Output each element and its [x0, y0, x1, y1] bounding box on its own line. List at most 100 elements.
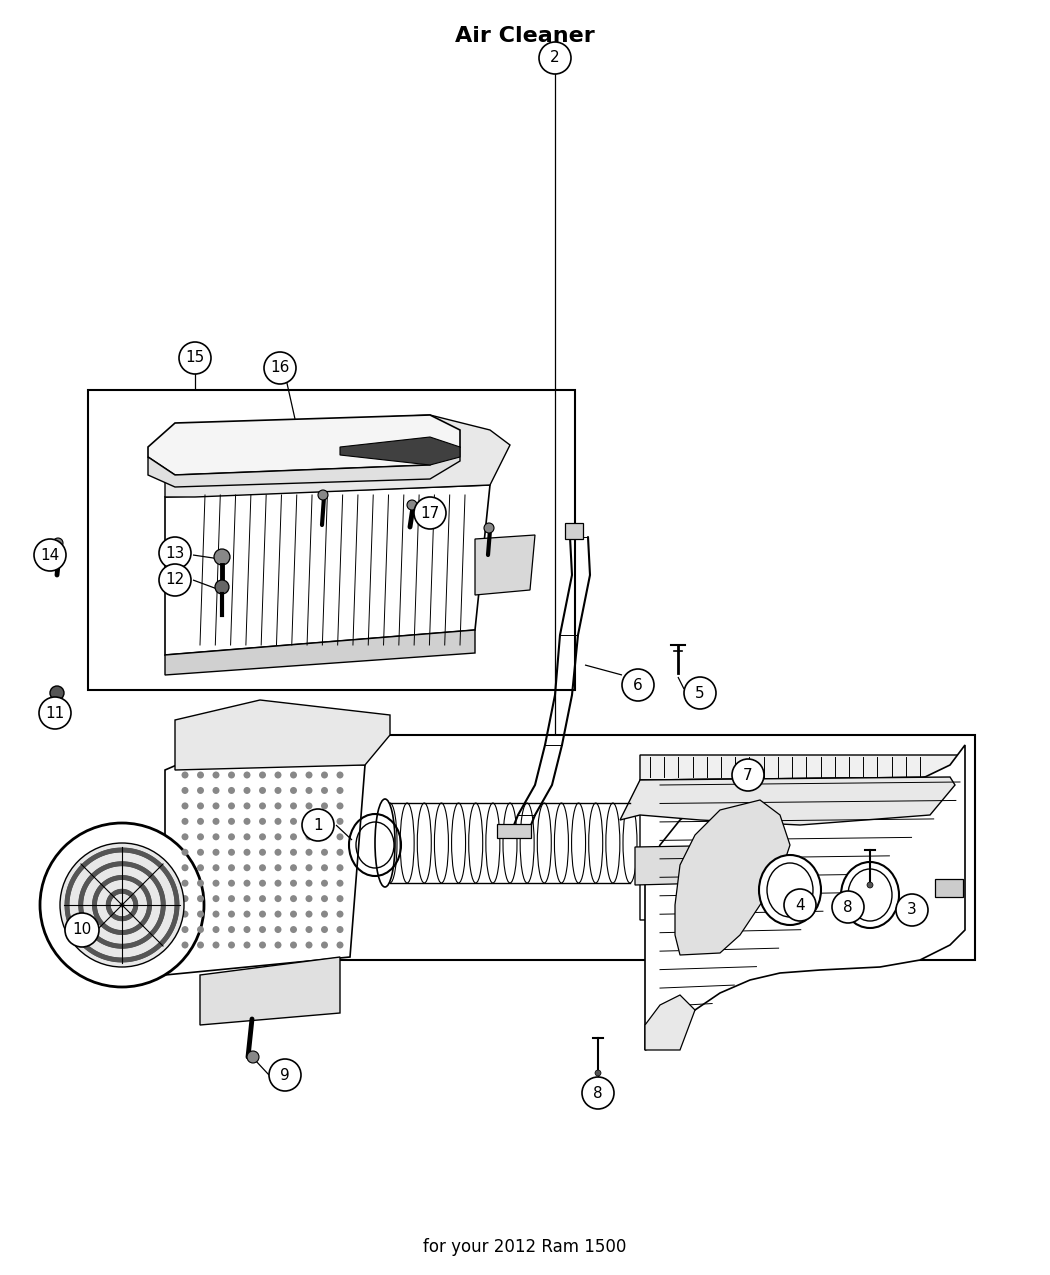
Circle shape	[259, 771, 266, 779]
Circle shape	[108, 942, 113, 947]
Circle shape	[66, 917, 71, 922]
Circle shape	[128, 862, 133, 867]
Circle shape	[130, 894, 135, 899]
Circle shape	[133, 905, 138, 910]
Circle shape	[116, 876, 120, 880]
Circle shape	[197, 941, 204, 949]
Circle shape	[82, 919, 87, 924]
Circle shape	[101, 940, 106, 945]
Circle shape	[123, 929, 128, 935]
Circle shape	[104, 850, 108, 856]
Circle shape	[290, 864, 297, 871]
Circle shape	[129, 848, 134, 853]
Circle shape	[228, 926, 235, 933]
Circle shape	[182, 849, 189, 856]
Circle shape	[122, 958, 127, 963]
Circle shape	[154, 859, 160, 864]
Circle shape	[108, 956, 113, 961]
Circle shape	[76, 870, 80, 875]
Circle shape	[87, 947, 91, 951]
Circle shape	[407, 500, 417, 510]
Circle shape	[79, 895, 84, 899]
Ellipse shape	[375, 799, 395, 887]
Circle shape	[94, 936, 100, 941]
Circle shape	[306, 802, 313, 810]
Circle shape	[66, 887, 71, 892]
Circle shape	[125, 958, 129, 963]
Circle shape	[131, 895, 136, 900]
Circle shape	[144, 915, 149, 921]
Circle shape	[212, 941, 219, 949]
Circle shape	[129, 877, 133, 881]
Circle shape	[306, 864, 313, 871]
Circle shape	[153, 878, 159, 884]
Circle shape	[112, 848, 117, 853]
Circle shape	[244, 787, 251, 794]
Circle shape	[321, 787, 328, 794]
Circle shape	[83, 862, 88, 867]
Circle shape	[174, 900, 180, 905]
Circle shape	[140, 938, 145, 944]
Circle shape	[100, 852, 105, 856]
Circle shape	[119, 889, 124, 894]
Circle shape	[155, 945, 161, 950]
Circle shape	[98, 867, 103, 872]
Circle shape	[85, 945, 90, 950]
Circle shape	[167, 875, 172, 880]
Circle shape	[336, 910, 343, 918]
Circle shape	[136, 864, 141, 870]
Circle shape	[119, 875, 124, 880]
Circle shape	[158, 942, 163, 947]
Circle shape	[145, 951, 150, 956]
Circle shape	[136, 924, 142, 929]
Circle shape	[158, 886, 162, 890]
Circle shape	[120, 889, 125, 894]
Circle shape	[79, 900, 83, 905]
Circle shape	[129, 913, 134, 918]
Circle shape	[91, 933, 97, 938]
Circle shape	[170, 881, 175, 886]
Circle shape	[122, 862, 127, 866]
FancyBboxPatch shape	[497, 824, 531, 838]
Circle shape	[108, 910, 113, 915]
Circle shape	[197, 771, 204, 779]
Circle shape	[124, 944, 129, 949]
Circle shape	[321, 817, 328, 825]
FancyBboxPatch shape	[565, 523, 583, 539]
Circle shape	[107, 896, 112, 901]
Circle shape	[161, 896, 165, 901]
Circle shape	[96, 889, 101, 894]
Circle shape	[68, 923, 74, 928]
Circle shape	[158, 863, 163, 868]
Circle shape	[111, 862, 117, 867]
Circle shape	[148, 872, 152, 877]
Circle shape	[153, 926, 159, 931]
Circle shape	[174, 896, 180, 901]
Circle shape	[85, 881, 89, 886]
Circle shape	[92, 854, 97, 859]
Circle shape	[174, 901, 180, 907]
Circle shape	[91, 932, 96, 937]
Circle shape	[66, 890, 71, 895]
Polygon shape	[635, 845, 750, 885]
Circle shape	[174, 903, 180, 908]
Circle shape	[128, 913, 133, 918]
Circle shape	[117, 875, 122, 880]
Circle shape	[91, 872, 97, 877]
Circle shape	[244, 849, 251, 856]
Circle shape	[160, 910, 165, 915]
Circle shape	[76, 868, 81, 873]
Circle shape	[168, 877, 173, 882]
Circle shape	[161, 940, 166, 944]
Circle shape	[154, 880, 160, 885]
Circle shape	[244, 941, 251, 949]
Circle shape	[244, 880, 251, 886]
Circle shape	[143, 868, 148, 873]
Circle shape	[80, 912, 84, 917]
Circle shape	[321, 880, 328, 886]
Circle shape	[39, 697, 71, 729]
Circle shape	[120, 929, 125, 935]
Circle shape	[94, 890, 100, 895]
Text: 8: 8	[593, 1085, 603, 1100]
Circle shape	[111, 928, 117, 933]
